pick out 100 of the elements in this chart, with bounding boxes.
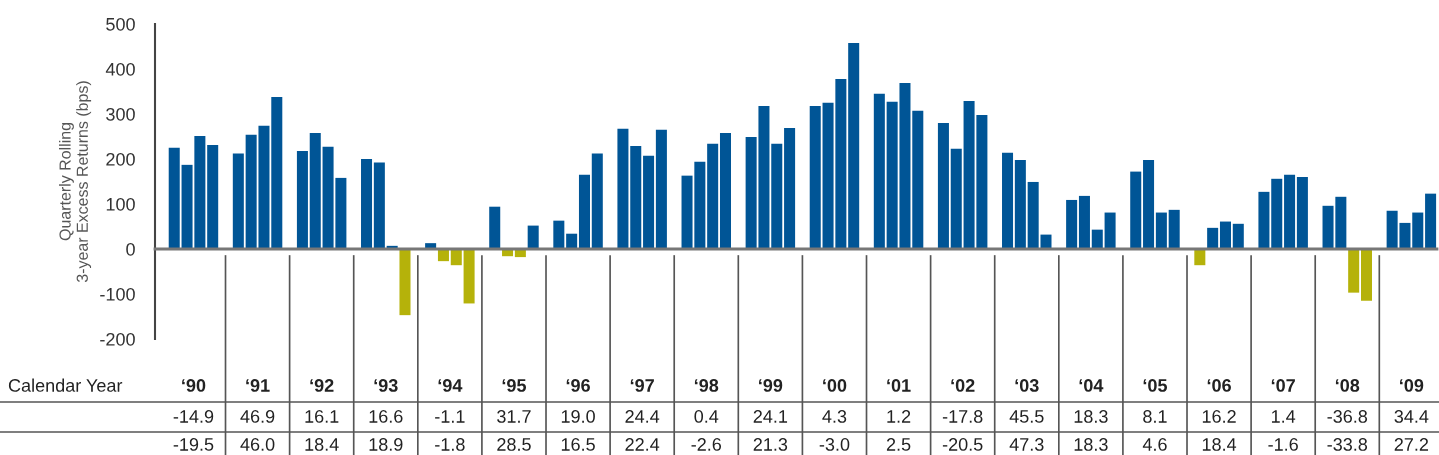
text: 45.5 [1009, 410, 1044, 423]
text: 46.0 [240, 438, 275, 451]
text: ‘98 [694, 379, 719, 392]
text: ‘93 [374, 379, 398, 392]
text: 46.9 [240, 410, 275, 423]
bar [1232, 223, 1244, 249]
text: 24.4 [625, 410, 660, 423]
text: ‘97 [630, 379, 654, 392]
bar [655, 129, 667, 249]
text: 8.1 [1143, 410, 1167, 423]
bar [566, 233, 578, 249]
bar [296, 150, 308, 249]
bar [578, 174, 590, 249]
bar [1194, 249, 1206, 266]
text: 27.2 [1394, 438, 1429, 451]
bar [1412, 212, 1424, 249]
bar [771, 143, 783, 249]
text: ‘02 [951, 379, 975, 392]
text: ‘03 [1015, 379, 1039, 392]
bar [912, 110, 924, 249]
bar [361, 159, 373, 249]
y-tick-label: 400 [105, 62, 135, 76]
bar [1219, 221, 1231, 249]
text: -1.8 [435, 438, 465, 451]
text: -3.0 [819, 438, 850, 451]
bar [630, 145, 642, 249]
bar [848, 42, 860, 249]
bar [873, 93, 885, 249]
text: -36.8 [1327, 410, 1368, 423]
bar [1348, 249, 1360, 293]
bar [591, 153, 603, 249]
bar [1014, 159, 1026, 249]
bar [1284, 174, 1296, 249]
text: 1.2 [887, 410, 911, 423]
y-tick-label: -100 [100, 287, 135, 301]
bar [617, 128, 629, 249]
bar [1091, 229, 1103, 249]
text: 18.9 [369, 438, 403, 451]
bar [809, 105, 821, 249]
bar [373, 162, 385, 249]
text: ‘94 [438, 379, 463, 392]
bar [553, 220, 565, 249]
bar [527, 225, 539, 249]
text: ‘08 [1335, 379, 1360, 392]
bar [1066, 199, 1078, 249]
bar [950, 148, 962, 249]
text: 47.3 [1009, 438, 1044, 451]
bar [1207, 227, 1219, 249]
text: 18.3 [1074, 410, 1108, 423]
text: -2.6 [691, 438, 722, 451]
text: 31.7 [497, 410, 531, 423]
y-axis-title: Quarterly Rolling 3-year Excess Returns (bps) [59, 81, 92, 283]
text: ‘04 [1079, 379, 1104, 392]
bar [489, 206, 501, 249]
text: 19.0 [561, 410, 595, 423]
bar [784, 127, 796, 249]
bar [437, 249, 449, 262]
bar [168, 147, 180, 249]
bar [463, 249, 475, 304]
y-tick-label: 500 [106, 17, 135, 31]
text: 18.3 [1074, 438, 1108, 451]
text: ‘06 [1207, 379, 1231, 392]
text: 4.6 [1142, 438, 1167, 451]
bar [1271, 178, 1283, 249]
bar [1425, 193, 1437, 249]
text: 16.1 [305, 410, 339, 423]
bar [1078, 195, 1090, 249]
text: ‘92 [310, 379, 334, 392]
text: ‘00 [823, 379, 847, 392]
bar [1258, 191, 1270, 249]
text: -19.5 [173, 438, 214, 451]
text: -20.5 [942, 438, 983, 451]
text: 16.6 [369, 410, 403, 423]
text: ‘01 [887, 379, 911, 392]
text: 4.3 [822, 410, 847, 423]
text: -17.8 [942, 410, 983, 423]
text: ‘07 [1271, 379, 1295, 392]
bar [1155, 212, 1167, 249]
bar [707, 143, 719, 249]
text: 34.4 [1394, 410, 1429, 423]
y-tick-label: -200 [100, 332, 135, 346]
text: ‘96 [566, 379, 590, 392]
text: 16.2 [1202, 410, 1236, 423]
y-tick-label: 100 [106, 197, 135, 211]
text: ‘09 [1400, 379, 1424, 392]
bar [399, 249, 411, 316]
y-tick-label: 200 [106, 152, 135, 166]
text: 0.4 [694, 410, 719, 423]
bar [937, 123, 949, 249]
text: 1.4 [1271, 410, 1296, 423]
text: ‘91 [246, 379, 270, 392]
text: ‘05 [1143, 379, 1168, 392]
bar [1104, 212, 1116, 249]
text: 18.4 [305, 438, 339, 451]
text: -1.1 [435, 410, 465, 423]
text: 16.5 [561, 438, 595, 451]
text: 2.5 [886, 438, 911, 451]
bar [1002, 152, 1014, 249]
y-tick-label: 0 [126, 242, 135, 256]
bar [1360, 249, 1372, 301]
